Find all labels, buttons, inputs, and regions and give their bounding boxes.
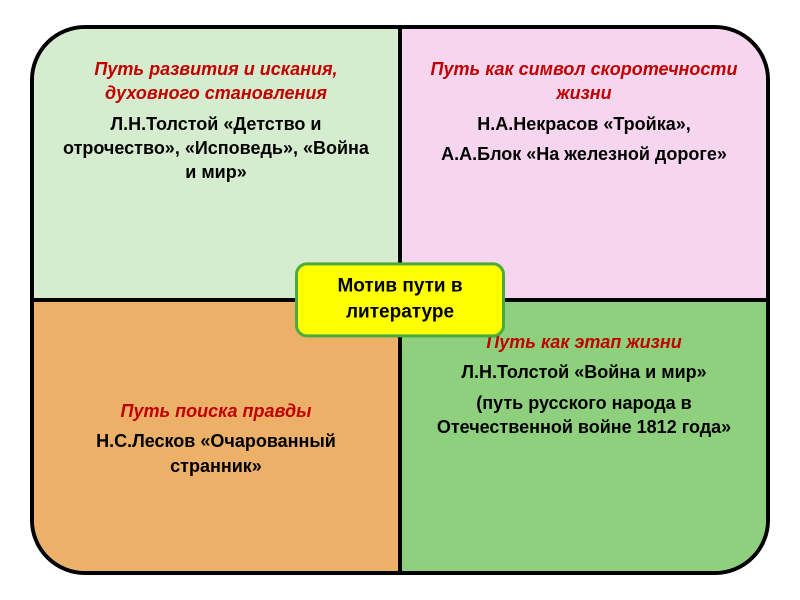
quadrant-top-left: Путь развития и искания, духовного стано… [34, 29, 400, 300]
center-line2: литературе [322, 299, 478, 325]
quadrant-tr-body1: Н.А.Некрасов «Тройка», [477, 112, 691, 136]
quadrant-tl-heading: Путь развития и искания, духовного стано… [58, 57, 374, 106]
quadrant-bl-heading: Путь поиска правды [121, 399, 312, 423]
center-line1: Мотив пути в [322, 273, 478, 299]
quadrant-bl-body1: Н.С.Лесков «Очарованный странник» [58, 429, 374, 478]
quadrant-br-heading: Путь как этап жизни [486, 330, 681, 354]
quadrant-tr-heading: Путь как символ скоротечности жизни [426, 57, 742, 106]
center-label: Мотив пути в литературе [295, 262, 505, 337]
diagram-frame: Путь развития и искания, духовного стано… [30, 25, 770, 575]
quadrant-tr-body2: А.А.Блок «На железной дороге» [441, 142, 727, 166]
quadrant-bottom-left: Путь поиска правды Н.С.Лесков «Очарованн… [34, 300, 400, 571]
quadrant-tl-body1: Л.Н.Толстой «Детство и отрочество», «Исп… [58, 112, 374, 185]
quadrant-br-body2: (путь русского народа в Отечественной во… [426, 391, 742, 440]
quadrant-top-right: Путь как символ скоротечности жизни Н.А.… [400, 29, 766, 300]
quadrant-br-body1: Л.Н.Толстой «Война и мир» [461, 360, 706, 384]
quadrant-bottom-right: Путь как этап жизни Л.Н.Толстой «Война и… [400, 300, 766, 571]
